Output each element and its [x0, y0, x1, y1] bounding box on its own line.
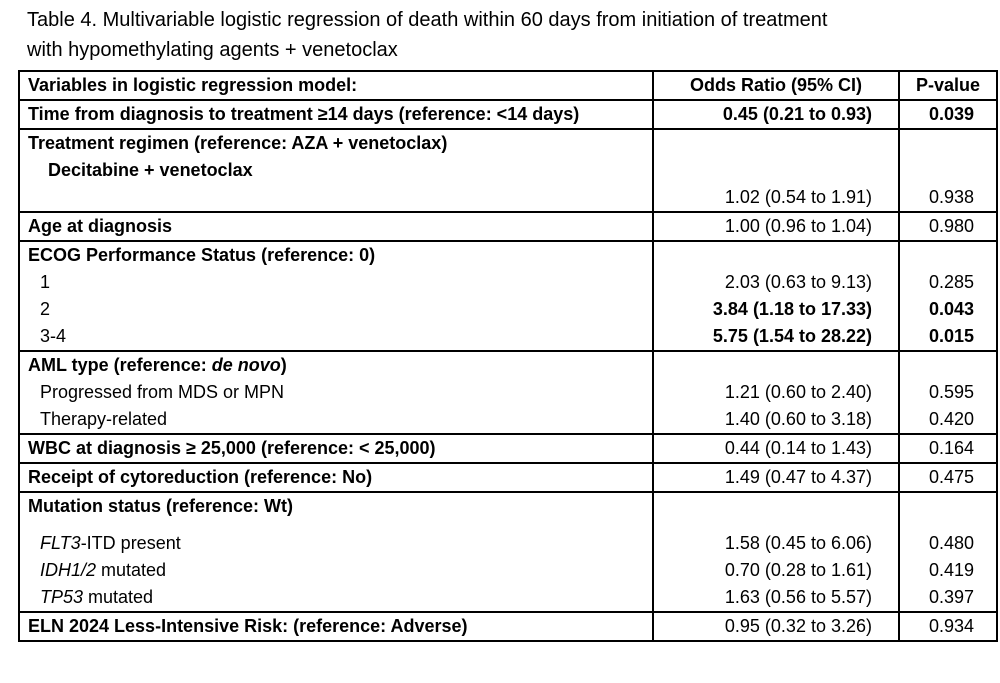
sub-label-decitabine: Decitabine + venetoclax: [48, 160, 253, 180]
row-label: Age at diagnosis: [28, 216, 173, 236]
p-value: 0.419: [928, 560, 974, 580]
p-value: 0.015: [928, 326, 974, 346]
table-header-row: Variables in logistic regression model: …: [18, 70, 998, 101]
odds-ratio-value: 0.70 (0.28 to 1.61): [724, 560, 872, 580]
header-odds-ratio: Odds Ratio (95% CI): [689, 75, 863, 95]
sub-label-tp53: TP53 mutated: [40, 587, 154, 607]
row-label: WBC at diagnosis ≥ 25,000 (reference: < …: [28, 438, 436, 458]
row-eln-2024: ELN 2024 Less-Intensive Risk: (reference…: [18, 611, 998, 642]
header-p-value: P-value: [915, 75, 981, 95]
p-value: 0.420: [928, 409, 974, 429]
sub-label-flt3: FLT3-ITD present: [40, 533, 181, 553]
row-ecog: ECOG Performance Status (reference: 0) 1…: [18, 240, 998, 352]
row-time-to-treatment: Time from diagnosis to treatment ≥14 day…: [18, 99, 998, 130]
p-value: 0.595: [928, 382, 974, 402]
odds-ratio-value: 2.03 (0.63 to 9.13): [724, 272, 872, 292]
row-label: Treatment regimen (reference: AZA + vene…: [28, 133, 448, 153]
odds-ratio-value: 0.44 (0.14 to 1.43): [724, 438, 872, 458]
row-wbc: WBC at diagnosis ≥ 25,000 (reference: < …: [18, 433, 998, 464]
sub-label-ecog-2: 2: [40, 299, 51, 319]
p-value: 0.397: [928, 587, 974, 607]
row-label: Mutation status (reference: Wt): [28, 496, 294, 516]
sub-label-ecog-1: 1: [40, 272, 51, 292]
odds-ratio-value: 5.75 (1.54 to 28.22): [712, 326, 872, 346]
odds-ratio-value: 3.84 (1.18 to 17.33): [712, 299, 872, 319]
caption-line-1: Table 4. Multivariable logistic regressi…: [27, 9, 828, 31]
sub-label-therapy-related: Therapy-related: [40, 409, 168, 429]
row-label: ECOG Performance Status (reference: 0): [28, 245, 376, 265]
odds-ratio-value: 0.95 (0.32 to 3.26): [724, 616, 872, 636]
regression-table: Variables in logistic regression model: …: [18, 70, 998, 642]
p-value: 0.980: [928, 216, 974, 236]
sub-label-progressed: Progressed from MDS or MPN: [40, 382, 285, 402]
row-label: ELN 2024 Less-Intensive Risk: (reference…: [28, 616, 468, 636]
odds-ratio-value: 1.40 (0.60 to 3.18): [724, 409, 872, 429]
table-caption: Table 4. Multivariable logistic regressi…: [27, 5, 987, 65]
row-label: Time from diagnosis to treatment ≥14 day…: [28, 104, 580, 124]
p-value: 0.938: [928, 187, 974, 207]
row-mutation-status: Mutation status (reference: Wt) FLT3-ITD…: [18, 491, 998, 613]
odds-ratio-value: 1.63 (0.56 to 5.57): [724, 587, 872, 607]
odds-ratio-value: 1.00 (0.96 to 1.04): [724, 216, 872, 236]
odds-ratio-value: 1.21 (0.60 to 2.40): [724, 382, 872, 402]
row-age-at-diagnosis: Age at diagnosis 1.00 (0.96 to 1.04) 0.9…: [18, 211, 998, 242]
odds-ratio-value: 1.49 (0.47 to 4.37): [724, 467, 872, 487]
p-value: 0.480: [928, 533, 974, 553]
caption-line-2: with hypomethylating agents + venetoclax: [27, 39, 398, 61]
header-variables: Variables in logistic regression model:: [28, 75, 358, 95]
p-value: 0.285: [928, 272, 974, 292]
row-label: Receipt of cytoreduction (reference: No): [28, 467, 373, 487]
row-aml-type: AML type (reference: de novo) Progressed…: [18, 350, 998, 435]
p-value: 0.043: [928, 299, 974, 319]
p-value: 0.039: [928, 104, 974, 124]
row-treatment-regimen: Treatment regimen (reference: AZA + vene…: [18, 128, 998, 213]
sub-label-idh: IDH1/2 mutated: [40, 560, 167, 580]
p-value: 0.164: [928, 438, 974, 458]
p-value: 0.475: [928, 467, 974, 487]
row-label: AML type (reference: de novo): [28, 355, 287, 375]
row-cytoreduction: Receipt of cytoreduction (reference: No)…: [18, 462, 998, 493]
odds-ratio-value: 0.45 (0.21 to 0.93): [722, 104, 872, 124]
p-value: 0.934: [928, 616, 974, 636]
sub-label-ecog-3-4: 3-4: [40, 326, 67, 346]
odds-ratio-value: 1.58 (0.45 to 6.06): [724, 533, 872, 553]
odds-ratio-value: 1.02 (0.54 to 1.91): [724, 187, 872, 207]
